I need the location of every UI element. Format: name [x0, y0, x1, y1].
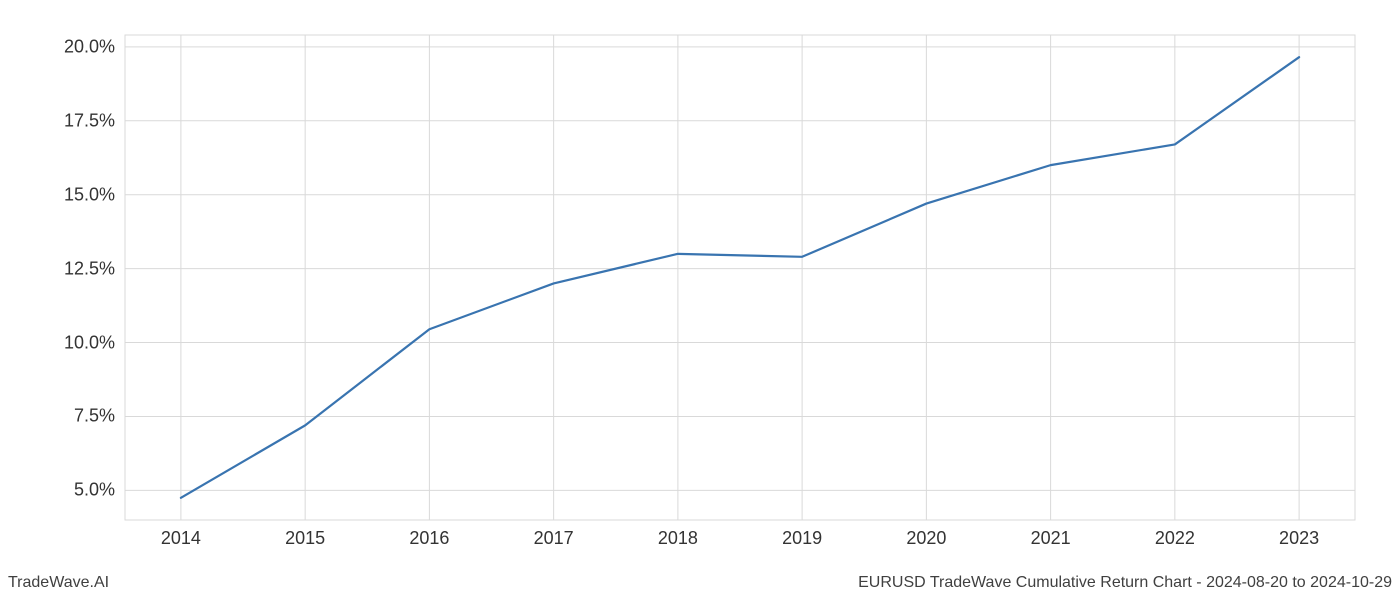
x-tick-label: 2023	[1279, 520, 1319, 549]
x-tick-label: 2016	[409, 520, 449, 549]
y-tick-label: 5.0%	[74, 480, 125, 501]
x-tick-label: 2020	[906, 520, 946, 549]
x-tick-label: 2018	[658, 520, 698, 549]
y-tick-label: 10.0%	[64, 332, 125, 353]
y-tick-label: 17.5%	[64, 110, 125, 131]
x-tick-label: 2017	[534, 520, 574, 549]
y-tick-label: 20.0%	[64, 36, 125, 57]
x-tick-label: 2015	[285, 520, 325, 549]
footer-caption: EURUSD TradeWave Cumulative Return Chart…	[858, 574, 1392, 592]
plot-area: 5.0%7.5%10.0%12.5%15.0%17.5%20.0%2014201…	[125, 35, 1355, 520]
line-chart-svg	[125, 35, 1355, 520]
x-tick-label: 2019	[782, 520, 822, 549]
x-tick-label: 2021	[1031, 520, 1071, 549]
y-tick-label: 12.5%	[64, 258, 125, 279]
footer-brand: TradeWave.AI	[8, 574, 109, 592]
chart-container: 5.0% 7.5% 10.0% 12.5% 15.0% 17.5% 20.0% 2014 201…	[0, 0, 1400, 600]
x-tick-label: 2022	[1155, 520, 1195, 549]
y-tick-label: 7.5%	[74, 406, 125, 427]
x-tick-label: 2014	[161, 520, 201, 549]
y-tick-label: 15.0%	[64, 184, 125, 205]
